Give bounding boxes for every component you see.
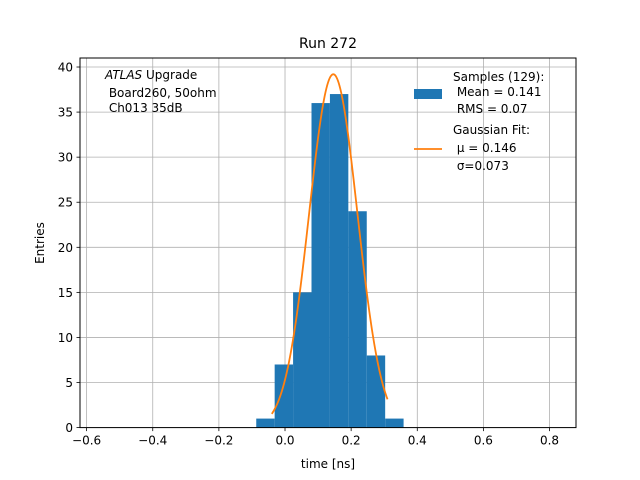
y-tick-label: 15: [58, 286, 73, 300]
histogram-bar: [329, 94, 349, 428]
legend-swatch-samples: [414, 89, 442, 99]
y-tick-label: 35: [58, 106, 73, 120]
annotation-upgrade: Upgrade: [142, 68, 197, 82]
legend-samples-mean: Mean = 0.141: [453, 85, 542, 99]
legend-samples-title: Samples (129):: [453, 70, 544, 84]
histogram-bar: [256, 418, 275, 428]
plot-frame: [79, 57, 577, 429]
x-tick-label: 0.2: [342, 434, 361, 448]
x-axis-label: time [ns]: [301, 457, 355, 471]
histogram-bars: [256, 94, 404, 428]
y-tick-label: 25: [58, 196, 73, 210]
y-tick-label: 10: [58, 331, 73, 345]
y-tick-label: 5: [65, 376, 73, 390]
x-tick-label: 0.0: [275, 434, 294, 448]
y-tick-label: 0: [65, 421, 73, 435]
annotation-line-3: Ch013 35dB: [105, 101, 183, 115]
axis-ticks: −0.6 −0.4 −0.2 0.0 0.2 0.4 0.6 0.8 0 5 10 15 20 25 30 3…: [58, 61, 559, 448]
histogram-bar: [385, 418, 404, 428]
x-tick-label: 0.8: [540, 434, 559, 448]
histogram-bar: [293, 292, 312, 428]
annotation-line-1: ATLAS Upgrade: [104, 68, 197, 82]
atlas-annotation: ATLAS Upgrade Board260, 50ohm Ch013 35dB: [104, 68, 217, 115]
y-axis-label: Entries: [33, 222, 47, 264]
legend-samples-rms: RMS = 0.07: [453, 102, 528, 116]
chart-title: Run 272: [299, 36, 357, 52]
gaussian-fit-curve: [271, 73, 389, 415]
x-tick-label: −0.2: [204, 434, 233, 448]
histogram-bar: [274, 364, 294, 428]
x-tick-label: −0.6: [72, 434, 101, 448]
x-tick-label: −0.4: [138, 434, 167, 448]
annotation-line-2: Board260, 50ohm: [105, 86, 217, 100]
legend-fit-title: Gaussian Fit:: [453, 123, 530, 137]
y-tick-label: 30: [58, 151, 73, 165]
legend-fit-sigma: σ=0.073: [453, 159, 509, 173]
x-tick-label: 0.4: [408, 434, 427, 448]
histogram-bar: [366, 355, 386, 428]
histogram-bar: [348, 211, 367, 428]
x-tick-label: 0.6: [474, 434, 493, 448]
legend-fit-mu: μ = 0.146: [453, 141, 517, 155]
histogram-bar: [311, 103, 330, 428]
legend: Samples (129): Mean = 0.141 RMS = 0.07 G…: [414, 70, 544, 173]
y-tick-label: 40: [58, 61, 73, 75]
y-tick-label: 20: [58, 241, 73, 255]
annotation-atlas: ATLAS: [104, 68, 143, 82]
